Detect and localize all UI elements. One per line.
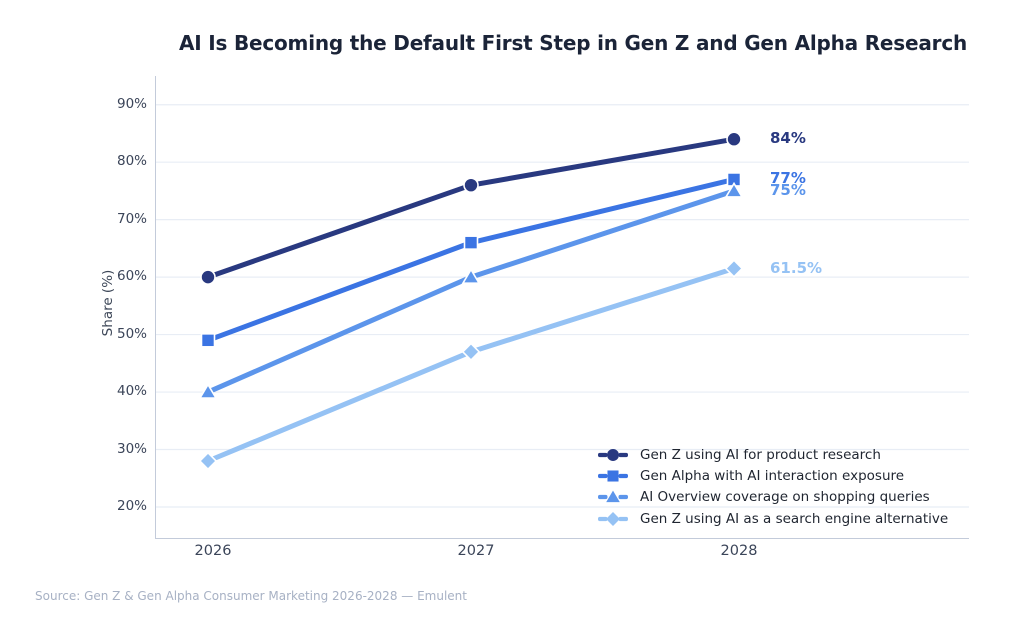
x-tick-label: 2026 [194,543,232,559]
y-tick-label: 30% [116,440,147,457]
y-tick-label: 70% [116,210,147,227]
diamond-marker-icon [598,511,628,526]
y-tick-label: 20% [116,497,147,514]
legend-item: AI Overview coverage on shopping queries [598,487,948,508]
legend-item: Gen Z using AI as a search engine altern… [598,508,948,529]
legend-label: Gen Z using AI as a search engine altern… [640,510,949,527]
legend-label: Gen Z using AI for product research [640,446,881,463]
triangle-marker-icon [598,490,628,503]
end-value-label: 75% [770,180,806,199]
y-tick-label: 80% [116,153,147,170]
y-tick-label: 60% [116,268,147,285]
circle-marker-icon [598,448,628,461]
plot-area [155,76,969,539]
x-tick-label: 2028 [720,543,758,559]
y-tick-label: 40% [116,383,147,400]
x-tick-label: 2027 [457,543,495,559]
legend-item: Gen Alpha with AI interaction exposure [598,465,948,486]
source-caption: Source: Gen Z & Gen Alpha Consumer Marke… [35,589,467,603]
legend-item: Gen Z using AI for product research [598,444,948,465]
end-value-label: 77% [770,169,806,188]
end-value-label: 84% [770,129,806,148]
legend: Gen Z using AI for product research Gen … [598,444,948,529]
chart-title: AI Is Becoming the Default First Step in… [178,31,968,55]
y-tick-label: 50% [116,325,147,342]
y-tick-label: 90% [116,95,147,112]
legend-label: Gen Alpha with AI interaction exposure [640,467,905,484]
legend-label: AI Overview coverage on shopping queries [640,489,930,506]
line-chart-canvas [156,104,969,508]
square-marker-icon [598,470,628,482]
end-value-label: 61.5% [770,258,823,277]
